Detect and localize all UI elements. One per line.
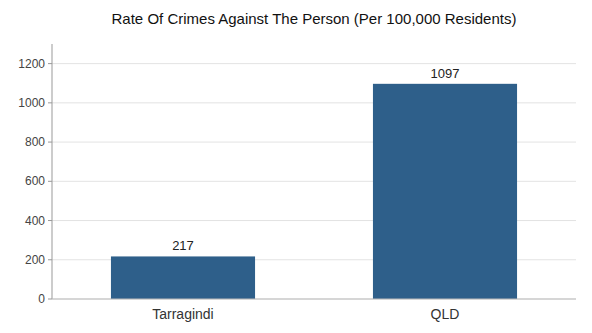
y-axis: 0 200 400 600 800 1000 1200 — [18, 44, 52, 306]
grid-line — [52, 63, 576, 64]
y-tick — [48, 259, 52, 260]
y-tick-label: 600 — [25, 174, 45, 188]
y-tick — [48, 63, 52, 64]
y-tick — [48, 220, 52, 221]
chart-container: Rate Of Crimes Against The Person (Per 1… — [0, 0, 592, 333]
y-tick — [48, 142, 52, 143]
data-labels: 217 1097 — [172, 66, 459, 254]
bar — [373, 84, 517, 299]
grid-line — [52, 299, 576, 300]
chart-svg: Rate Of Crimes Against The Person (Per 1… — [0, 0, 592, 333]
data-label: 1097 — [431, 66, 460, 81]
y-tick-label: 800 — [25, 135, 45, 149]
y-tick-label: 200 — [25, 253, 45, 267]
y-tick — [48, 181, 52, 182]
title: Rate Of Crimes Against The Person (Per 1… — [112, 10, 517, 27]
y-tick — [48, 102, 52, 103]
grid — [52, 64, 576, 299]
x-axis-line — [52, 299, 576, 300]
x-tick-label: Tarragindi — [152, 306, 213, 322]
bars — [111, 84, 517, 299]
y-axis-line — [52, 44, 53, 299]
page: {"chart_data": {"type": "bar", "title": … — [0, 0, 592, 333]
y-tick-label: 1200 — [18, 57, 45, 71]
x-tick-label: QLD — [431, 306, 460, 322]
y-tick-label: 400 — [25, 214, 45, 228]
y-tick — [48, 299, 52, 300]
y-tick-label: 0 — [38, 292, 45, 306]
data-label: 217 — [172, 238, 194, 253]
bar — [111, 256, 255, 299]
y-tick-label: 1000 — [18, 96, 45, 110]
x-axis: Tarragindi QLD — [52, 299, 576, 322]
